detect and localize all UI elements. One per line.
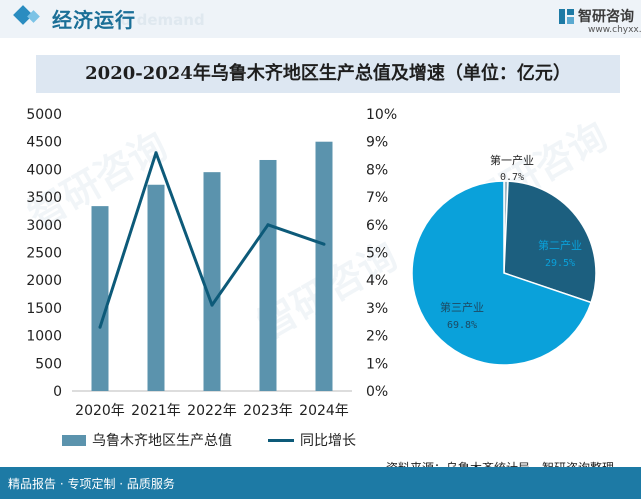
x-tick-label: 2020年 xyxy=(75,403,125,419)
growth-point xyxy=(154,151,158,155)
pie-label-name: 第二产业 xyxy=(538,238,582,252)
pie-label-value: 69.8% xyxy=(447,320,477,331)
legend-label-growth: 同比增长 xyxy=(300,433,356,449)
legend-line-swatch xyxy=(268,438,294,442)
chart-title: 2020-2024年乌鲁木齐地区生产总值及增速（单位：亿元） xyxy=(85,63,571,84)
x-tick-label: 2023年 xyxy=(243,403,293,419)
x-tick-label: 2022年 xyxy=(187,403,237,419)
y-left-tick-label: 1000 xyxy=(26,329,62,345)
brand: 智研咨询 xyxy=(558,6,634,26)
y-left-tick-label: 2000 xyxy=(26,273,62,289)
y-left-tick-label: 0 xyxy=(53,384,62,400)
pie-label-value: 0.7% xyxy=(500,172,524,183)
y-left-tick-label: 3500 xyxy=(26,190,62,206)
y-right-tick-label: 8% xyxy=(366,162,388,178)
legend-label-gdp: 乌鲁木齐地区生产总值 xyxy=(92,433,232,449)
pie-slice xyxy=(503,180,597,304)
bar xyxy=(91,206,109,391)
y-right-tick-label: 3% xyxy=(366,301,388,317)
y-right-tick-label: 1% xyxy=(366,356,388,372)
footer-tagline: 精品报告 · 专项定制 · 品质服务 xyxy=(8,477,175,491)
y-right-tick-label: 4% xyxy=(366,273,388,289)
bar xyxy=(259,159,277,391)
legend-item-growth: 同比增长 xyxy=(268,430,356,450)
bar xyxy=(315,141,333,391)
legend-bar-swatch xyxy=(62,434,86,446)
brand-name: 智研咨询 xyxy=(578,9,634,25)
growth-point xyxy=(266,223,270,227)
y-left-tick-label: 4500 xyxy=(26,135,62,151)
pie-slice xyxy=(411,180,593,366)
y-right-tick-label: 9% xyxy=(366,135,388,151)
brand-url: www.chyxx.com xyxy=(588,25,641,35)
chart-title-band xyxy=(36,55,620,93)
header-band xyxy=(0,0,641,38)
brand-logo-icon xyxy=(559,8,574,24)
legend-item-gdp: 乌鲁木齐地区生产总值 xyxy=(62,430,232,450)
x-tick-label: 2021年 xyxy=(131,403,181,419)
y-left-tick-label: 1500 xyxy=(26,301,62,317)
y-right-tick-label: 6% xyxy=(366,218,388,234)
section-title: 经济运行 xyxy=(52,8,136,32)
y-right-tick-label: 5% xyxy=(366,246,388,262)
pie-label-name: 第三产业 xyxy=(440,300,484,314)
y-right-tick-label: 10% xyxy=(366,107,397,123)
y-left-tick-label: 5000 xyxy=(26,107,62,123)
growth-point xyxy=(98,325,102,329)
y-left-tick-label: 2500 xyxy=(26,246,62,262)
bar xyxy=(147,184,165,391)
y-right-tick-label: 7% xyxy=(366,190,388,206)
growth-point xyxy=(210,303,214,307)
y-right-tick-label: 0% xyxy=(366,384,388,400)
pie-label-value: 29.5% xyxy=(545,258,575,269)
y-left-tick-label: 3000 xyxy=(26,218,62,234)
section-subtitle: nd demand xyxy=(110,11,205,29)
growth-point xyxy=(322,242,326,246)
y-left-tick-label: 500 xyxy=(35,356,62,372)
x-tick-label: 2024年 xyxy=(299,403,349,419)
footer-band xyxy=(0,467,641,499)
y-right-tick-label: 2% xyxy=(366,329,388,345)
pie-label-name: 第一产业 xyxy=(490,153,534,167)
bar xyxy=(203,172,221,391)
y-left-tick-label: 4000 xyxy=(26,162,62,178)
